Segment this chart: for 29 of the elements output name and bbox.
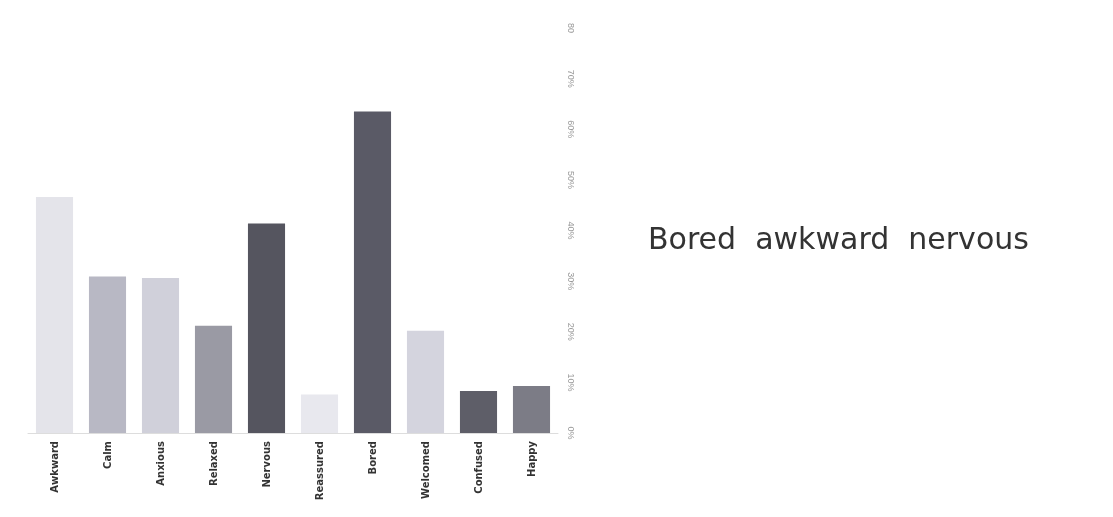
x-tick-label: Anxious	[155, 440, 166, 486]
bar	[300, 394, 339, 433]
y-tick-label: 20%	[565, 322, 576, 341]
y-tick-label: 80	[565, 22, 576, 34]
x-tick-label: Happy	[526, 440, 537, 477]
x-tick-label: Reassured	[314, 441, 325, 501]
y-tick-label: 50%	[565, 170, 576, 189]
x-tick-label: Bored	[367, 441, 378, 475]
y-tick-label: 10%	[565, 373, 576, 392]
y-tick-label: 0%	[565, 426, 576, 440]
bar	[88, 276, 127, 433]
bar	[194, 325, 233, 433]
x-tick-label: Confused	[473, 441, 484, 494]
bar	[141, 278, 180, 433]
bar	[247, 223, 286, 433]
bar	[35, 197, 74, 433]
y-tick-label: 60%	[565, 120, 576, 139]
x-tick-label: Nervous	[261, 440, 272, 488]
bar	[353, 111, 392, 433]
x-tick-label: Calm	[102, 441, 113, 469]
y-tick-label: 40%	[565, 221, 576, 240]
text: Bored awkward nervous	[648, 220, 1029, 256]
x-tick-label: Welcomed	[420, 441, 431, 500]
y-tick-label: 30%	[565, 272, 576, 291]
y-tick-label: 70%	[565, 69, 576, 88]
bar	[459, 390, 498, 433]
x-tick-label: Awkward	[49, 441, 60, 493]
bar	[512, 385, 551, 433]
x-tick-label: Relaxed	[208, 441, 219, 487]
